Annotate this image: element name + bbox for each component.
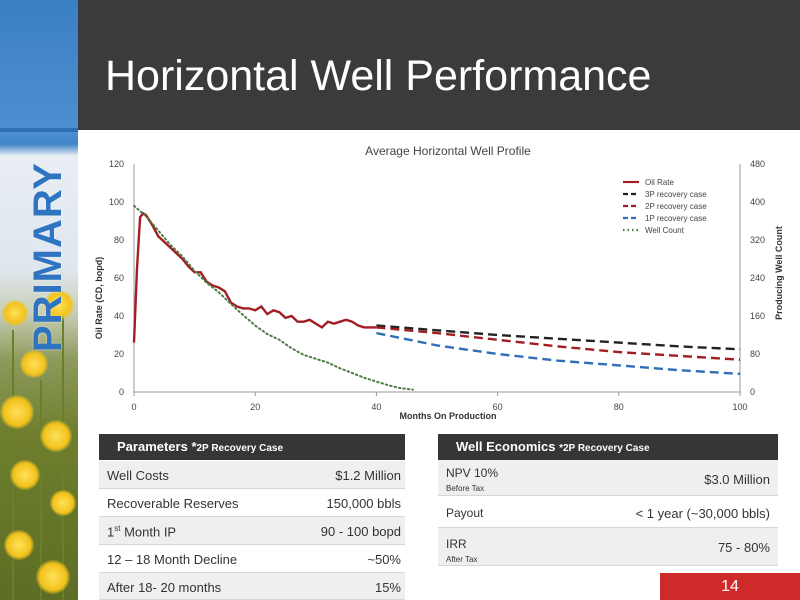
legend-label: 1P recovery case xyxy=(645,214,707,223)
economics-header: Well Economics *2P Recovery Case xyxy=(438,434,778,460)
row-value: ~50% xyxy=(367,552,401,567)
y2-axis-label: Producing Well Count xyxy=(774,226,784,320)
y-tick-label: 100 xyxy=(109,197,124,207)
flower-image xyxy=(4,530,34,560)
sidebar-photo: PRIMARY xyxy=(0,0,78,600)
sidebar-stripe xyxy=(0,128,78,132)
flower-image xyxy=(36,560,70,594)
row-value: 15% xyxy=(374,580,401,595)
row-value: $1.2 Million xyxy=(335,468,401,483)
table-row: 12 – 18 Month Decline ~50% xyxy=(99,545,405,573)
page-number: 14 xyxy=(660,573,800,600)
row-label: 1st Month IP xyxy=(107,524,176,539)
chart-canvas: Average Horizontal Well Profile Months O… xyxy=(94,144,784,421)
parameters-title-suffix: 2P Recovery Case xyxy=(196,443,284,454)
flower-image xyxy=(44,290,74,320)
series-line-well-count xyxy=(133,204,414,391)
row-value: 75 - 80% xyxy=(717,540,770,555)
table-row: After 18- 20 months 15% xyxy=(99,573,405,600)
row-label: 12 – 18 Month Decline xyxy=(107,552,238,567)
row-label-text: IRR xyxy=(446,537,467,551)
row-label-text: NPV 10% xyxy=(446,466,499,480)
economics-title-suffix: *2P Recovery Case xyxy=(559,443,650,454)
economics-title: Well Economics xyxy=(456,439,556,454)
x-tick-label: 60 xyxy=(493,402,503,412)
y-tick-label: 40 xyxy=(114,311,124,321)
table-row: IRR After Tax 75 - 80% xyxy=(438,528,778,566)
x-tick-label: 100 xyxy=(732,402,747,412)
legend-label: 3P recovery case xyxy=(645,190,707,199)
row-label: Payout xyxy=(446,506,484,520)
y-tick-label: 120 xyxy=(109,159,124,169)
x-tick-label: 80 xyxy=(614,402,624,412)
flower-image xyxy=(10,460,40,490)
y-axis-label: Oil Rate (CD, bopd) xyxy=(94,257,104,340)
row-label-superscript: st xyxy=(114,524,121,533)
title-bar: Horizontal Well Performance xyxy=(78,0,800,130)
y2-tick-label: 160 xyxy=(750,311,765,321)
series-line-oil-rate xyxy=(132,211,377,343)
x-tick-label: 0 xyxy=(131,402,136,412)
y2-tick-label: 240 xyxy=(750,273,765,283)
legend-label: Oil Rate xyxy=(645,178,674,187)
series-line-3p-recovery-case xyxy=(376,324,741,351)
table-row: NPV 10% Before Tax $3.0 Million xyxy=(438,460,778,496)
y2-tick-label: 320 xyxy=(750,235,765,245)
series-line-1p-recovery-case xyxy=(376,331,741,376)
table-row: Payout < 1 year (~30,000 bbls) xyxy=(438,496,778,528)
row-label: After 18- 20 months xyxy=(107,580,222,595)
table-row: Recoverable Reserves 150,000 bbls xyxy=(99,489,405,517)
flower-stem xyxy=(40,380,42,600)
parameters-title: Parameters * xyxy=(117,439,197,454)
x-axis-label: Months On Production xyxy=(400,411,497,421)
y2-tick-label: 480 xyxy=(750,159,765,169)
row-value: $3.0 Million xyxy=(704,472,770,487)
y2-tick-label: 80 xyxy=(750,349,760,359)
row-label: NPV 10% Before Tax xyxy=(446,466,498,493)
parameters-header: Parameters *2P Recovery Case xyxy=(99,434,405,460)
row-sublabel: Before Tax xyxy=(446,484,485,493)
flower-image xyxy=(20,350,48,378)
well-profile-chart: Average Horizontal Well Profile Months O… xyxy=(88,138,788,423)
table-row: 1st Month IP 90 - 100 bopd xyxy=(99,517,405,545)
row-label-text: 1 xyxy=(107,524,115,540)
row-label-text: Month IP xyxy=(120,524,177,540)
x-tick-label: 40 xyxy=(371,402,381,412)
legend-label: 2P recovery case xyxy=(645,202,707,211)
row-label: Well Costs xyxy=(107,468,169,483)
flower-image xyxy=(40,420,72,452)
row-value: 90 - 100 bopd xyxy=(320,524,401,539)
y-tick-label: 60 xyxy=(114,273,124,283)
row-value: < 1 year (~30,000 bbls) xyxy=(635,506,770,521)
table-row: Well Costs $1.2 Million xyxy=(99,461,405,489)
y-tick-label: 0 xyxy=(119,387,124,397)
y-tick-label: 20 xyxy=(114,349,124,359)
y-tick-label: 80 xyxy=(114,235,124,245)
row-label: IRR After Tax xyxy=(446,537,477,564)
primary-label: PRIMARY xyxy=(26,162,70,352)
row-sublabel: After Tax xyxy=(446,555,478,564)
chart-title: Average Horizontal Well Profile xyxy=(365,144,531,158)
series-line-2p-recovery-case xyxy=(376,326,741,361)
row-label: Recoverable Reserves xyxy=(107,496,239,511)
flower-image xyxy=(2,300,28,326)
x-tick-label: 20 xyxy=(250,402,260,412)
page-title: Horizontal Well Performance xyxy=(105,52,652,100)
flower-image xyxy=(0,395,34,429)
legend-label: Well Count xyxy=(645,226,685,235)
y2-tick-label: 400 xyxy=(750,197,765,207)
flower-image xyxy=(50,490,76,516)
y2-tick-label: 0 xyxy=(750,387,755,397)
row-value: 150,000 bbls xyxy=(326,496,401,511)
